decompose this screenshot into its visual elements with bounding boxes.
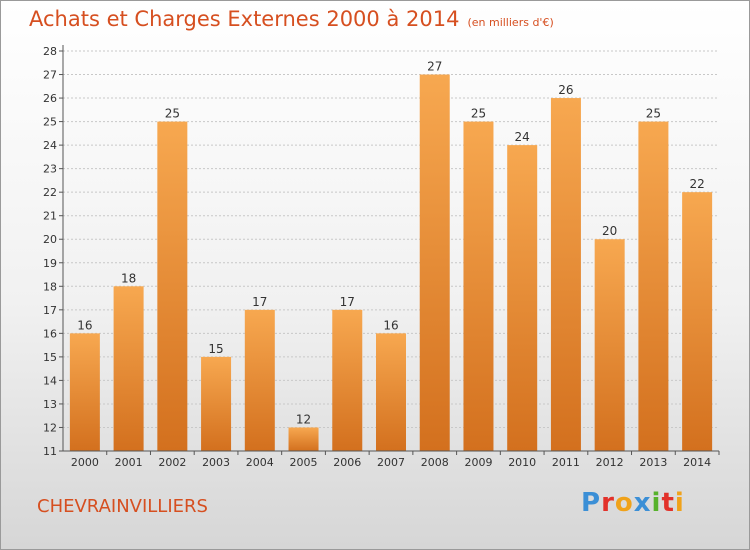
data-label-2007: 16 bbox=[383, 318, 398, 332]
x-tick-label: 2007 bbox=[377, 456, 405, 469]
logo-letter: o bbox=[614, 488, 634, 518]
data-label-2014: 22 bbox=[689, 177, 704, 191]
logo-letter: t bbox=[661, 488, 675, 518]
bar-2014 bbox=[682, 192, 713, 452]
data-label-2009: 25 bbox=[471, 107, 486, 121]
data-label-2001: 18 bbox=[121, 271, 136, 285]
y-tick-label: 14 bbox=[43, 374, 57, 387]
logo-letter: i bbox=[674, 488, 685, 518]
chart-title-text: Achats et Charges Externes 2000 à 2014 bbox=[29, 7, 460, 31]
data-label-2004: 17 bbox=[252, 295, 267, 309]
bar-2012 bbox=[594, 239, 625, 451]
data-label-2011: 26 bbox=[558, 83, 573, 97]
data-label-2000: 16 bbox=[77, 318, 92, 332]
bar-2000 bbox=[69, 333, 100, 451]
y-tick-label: 24 bbox=[43, 139, 57, 152]
bar-2009 bbox=[463, 121, 494, 452]
logo-letter: i bbox=[651, 488, 662, 518]
bar-2002 bbox=[157, 121, 188, 452]
data-label-2006: 17 bbox=[340, 295, 355, 309]
bar-2004 bbox=[244, 309, 275, 451]
x-tick-label: 2009 bbox=[464, 456, 492, 469]
y-tick-label: 18 bbox=[43, 280, 57, 293]
proxiti-logo: Proxiti bbox=[581, 488, 685, 518]
data-labels: 16 18 25 15 17 12 17 16 27 25 24 26 20 25 22 bbox=[77, 60, 705, 427]
data-label-2005: 12 bbox=[296, 412, 311, 426]
bar-2011 bbox=[550, 98, 581, 451]
x-tick-label: 2004 bbox=[246, 456, 274, 469]
logo-letter: P bbox=[581, 488, 602, 518]
y-tick-label: 15 bbox=[43, 351, 57, 364]
data-label-2003: 15 bbox=[208, 342, 223, 356]
y-tick-label: 22 bbox=[43, 186, 57, 199]
y-tick-label: 26 bbox=[43, 92, 57, 105]
bar-2013 bbox=[638, 121, 669, 452]
x-tick-label: 2001 bbox=[115, 456, 143, 469]
y-tick-label: 16 bbox=[43, 327, 57, 340]
y-tick-label: 12 bbox=[43, 421, 57, 434]
x-tick-label: 2005 bbox=[290, 456, 318, 469]
data-label-2002: 25 bbox=[165, 107, 180, 121]
bar-2003 bbox=[201, 356, 232, 451]
y-tick-label: 23 bbox=[43, 163, 57, 176]
x-tick-label: 2003 bbox=[202, 456, 230, 469]
data-label-2012: 20 bbox=[602, 224, 617, 238]
bar-2007 bbox=[376, 333, 406, 451]
x-tick-label: 2014 bbox=[683, 456, 711, 469]
data-label-2008: 27 bbox=[427, 60, 442, 74]
bars bbox=[69, 74, 713, 452]
y-tick-label: 19 bbox=[43, 257, 57, 270]
logo-letter: x bbox=[633, 488, 652, 518]
bar-2008 bbox=[419, 74, 450, 451]
logo-letter: r bbox=[601, 488, 615, 518]
y-tick-label: 21 bbox=[43, 210, 57, 223]
y-tick-label: 11 bbox=[43, 445, 57, 458]
data-label-2010: 24 bbox=[515, 130, 530, 144]
x-tick-label: 2010 bbox=[508, 456, 536, 469]
chart-title: Achats et Charges Externes 2000 à 2014 (e… bbox=[29, 7, 554, 31]
x-tick-label: 2008 bbox=[421, 456, 449, 469]
x-tick-label: 2012 bbox=[596, 456, 624, 469]
y-tick-label: 17 bbox=[43, 304, 57, 317]
x-tick-label: 2006 bbox=[333, 456, 361, 469]
commune-name: CHEVRAINVILLIERS bbox=[37, 496, 208, 517]
y-tick-label: 27 bbox=[43, 69, 57, 82]
y-tick-label: 13 bbox=[43, 398, 57, 411]
x-tick-label: 2000 bbox=[71, 456, 99, 469]
bar-2006 bbox=[332, 309, 363, 451]
x-tick-label: 2013 bbox=[639, 456, 667, 469]
bar-2001 bbox=[113, 286, 144, 451]
y-tick-label: 20 bbox=[43, 233, 57, 246]
bar-2010 bbox=[507, 145, 538, 451]
x-tick-label: 2002 bbox=[158, 456, 186, 469]
data-label-2013: 25 bbox=[646, 107, 661, 121]
y-tick-label: 28 bbox=[43, 45, 57, 58]
bar-2005 bbox=[288, 427, 319, 451]
x-tick-label: 2011 bbox=[552, 456, 580, 469]
chart-subtitle: (en milliers d'€) bbox=[467, 16, 554, 29]
y-tick-label: 25 bbox=[43, 116, 57, 129]
axes: 11 12 13 14 15 16 17 18 19 20 21 22 23 24 25 26 27 28 2000… bbox=[43, 45, 720, 469]
